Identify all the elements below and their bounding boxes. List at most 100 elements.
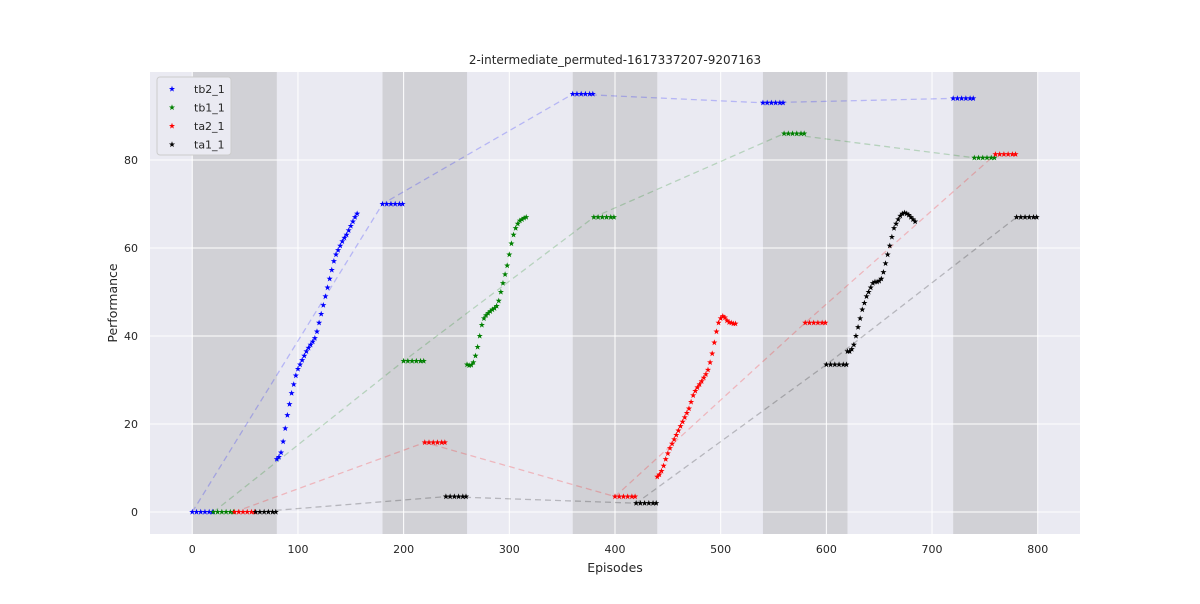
data-point <box>660 462 667 469</box>
data-point <box>586 90 593 97</box>
data-point <box>322 293 329 299</box>
data-point <box>610 214 617 220</box>
data-point <box>307 341 314 348</box>
data-point <box>901 209 908 216</box>
data-point <box>383 200 390 207</box>
data-point <box>810 319 817 326</box>
data-point <box>510 231 517 238</box>
data-point <box>814 319 821 326</box>
data-point <box>409 357 416 364</box>
data-point <box>451 493 458 500</box>
data-point <box>840 361 847 368</box>
data-point <box>899 210 906 217</box>
data-point <box>764 99 771 106</box>
x-tick-label: 800 <box>1027 543 1048 556</box>
data-point <box>514 220 521 227</box>
data-point <box>318 310 325 317</box>
data-point <box>305 344 312 351</box>
data-point <box>441 439 448 446</box>
data-point <box>521 214 528 221</box>
data-point <box>721 314 728 321</box>
data-point <box>996 151 1003 157</box>
data-point <box>1000 151 1007 157</box>
data-point <box>493 302 500 309</box>
data-point <box>413 357 420 364</box>
data-point <box>420 357 427 364</box>
data-point <box>861 299 868 306</box>
legend-marker <box>168 85 176 92</box>
data-point <box>313 328 321 335</box>
data-point <box>256 508 263 515</box>
data-point <box>218 508 225 515</box>
data-point <box>210 508 217 515</box>
data-point <box>485 309 492 316</box>
data-point <box>779 99 787 106</box>
data-point <box>869 280 876 286</box>
data-point <box>495 297 502 304</box>
data-point <box>282 425 289 431</box>
y-axis-label: Performance <box>105 263 120 343</box>
data-point <box>656 471 663 478</box>
data-point <box>768 99 775 106</box>
data-point <box>518 216 526 222</box>
legend-marker <box>168 141 176 148</box>
data-point <box>662 456 669 462</box>
data-point <box>967 95 974 101</box>
data-point <box>785 130 792 137</box>
shaded-band <box>762 72 848 534</box>
data-point <box>290 381 297 387</box>
data-point <box>248 508 255 515</box>
data-point <box>483 312 490 318</box>
data-point <box>702 371 709 377</box>
data-point <box>641 500 648 506</box>
data-point <box>354 210 361 217</box>
data-point <box>269 508 276 515</box>
data-point <box>912 218 919 225</box>
data-point <box>962 95 969 101</box>
data-point <box>392 200 399 207</box>
data-point <box>288 390 295 396</box>
data-point <box>487 308 494 314</box>
data-point <box>459 493 466 500</box>
data-point <box>709 350 716 357</box>
y-tick-label: 80 <box>124 154 138 167</box>
data-point <box>292 372 299 379</box>
data-point <box>447 493 454 500</box>
data-point <box>464 361 471 368</box>
data-point <box>339 238 346 244</box>
data-point <box>878 275 885 282</box>
data-point <box>239 508 247 515</box>
data-point <box>231 508 238 515</box>
data-point <box>399 200 406 207</box>
data-point <box>297 361 304 368</box>
data-point <box>396 200 403 207</box>
data-point <box>776 99 783 106</box>
data-point <box>311 335 318 341</box>
data-point <box>970 95 977 101</box>
data-point <box>671 436 678 442</box>
data-point <box>438 439 445 446</box>
data-point <box>895 216 902 222</box>
data-point <box>273 456 280 462</box>
y-tick-labels: 0 20 40 60 80 <box>124 154 138 519</box>
series-tb1_1 <box>210 130 998 515</box>
data-point <box>326 275 333 282</box>
data-point <box>523 214 530 220</box>
data-point <box>827 361 834 368</box>
data-point <box>692 387 699 394</box>
legend-label: ta1_1 <box>194 139 225 152</box>
data-point <box>595 214 602 220</box>
data-point <box>876 277 883 284</box>
x-tick-label: 300 <box>499 543 520 556</box>
data-point <box>905 211 912 218</box>
data-point <box>582 90 589 97</box>
data-point <box>337 242 344 249</box>
data-point <box>836 361 843 368</box>
data-point <box>772 99 779 106</box>
x-tick-label: 500 <box>710 543 731 556</box>
data-point <box>666 445 673 451</box>
data-point <box>284 412 291 418</box>
data-point <box>244 508 251 515</box>
data-point <box>607 214 614 220</box>
data-point <box>468 361 475 368</box>
